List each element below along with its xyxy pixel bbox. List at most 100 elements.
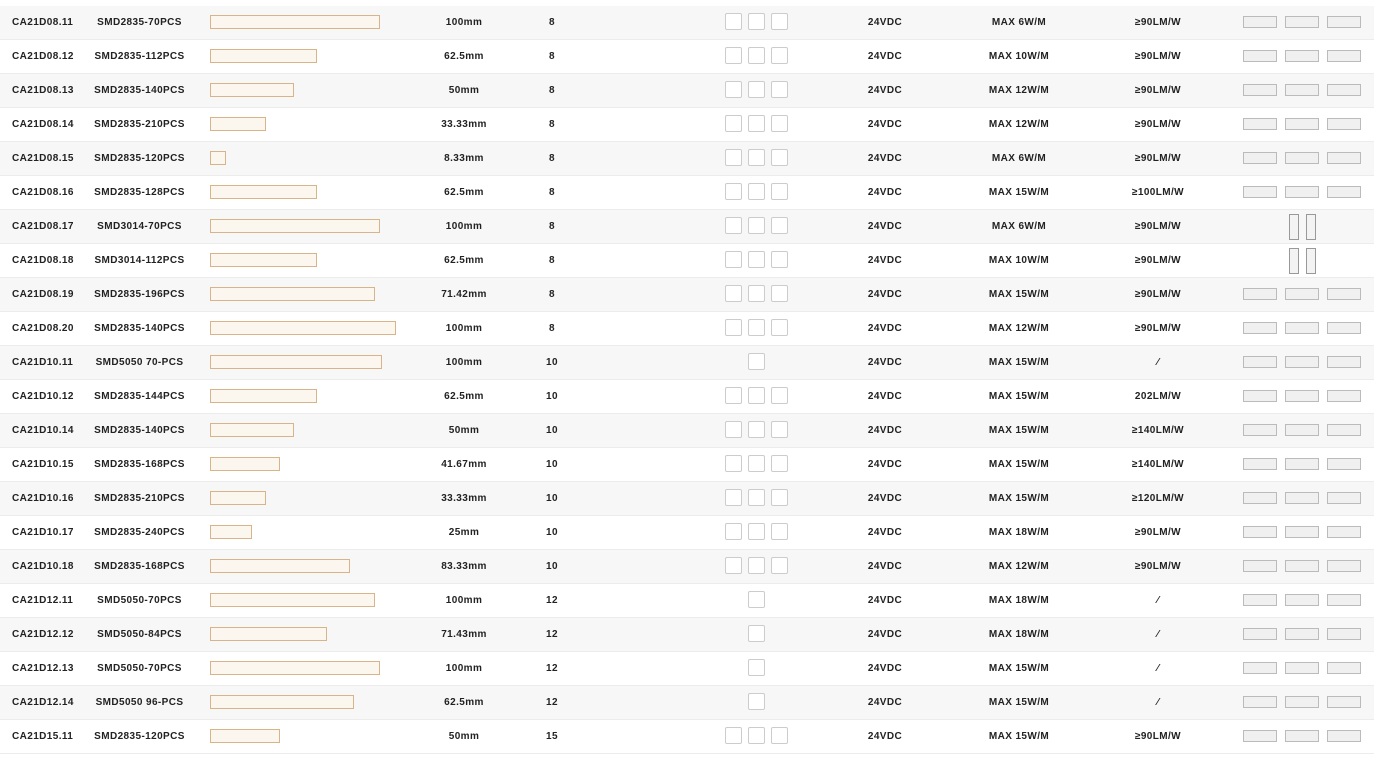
cell: ≥90LM/W	[1134, 289, 1182, 300]
cell: ≥120LM/W	[1131, 493, 1185, 504]
table-row: CA21D08.12 SMD2835-112PCS 62.5mm 8 24VDC MAX …	[0, 40, 1374, 74]
cell: SMD5050-84PCS	[97, 629, 182, 640]
cell: 100mm	[445, 663, 483, 674]
cell: MAX 18W/M	[988, 595, 1050, 606]
cell: 25mm	[448, 527, 480, 538]
cell: 71.42mm	[441, 289, 487, 300]
cell: SMD2835-140PCS	[94, 85, 185, 96]
cell: 24VDC	[867, 595, 903, 606]
profile-icon	[1285, 288, 1319, 300]
cell: ≥90LM/W	[1134, 85, 1182, 96]
table-row: CA21D10.11 SMD5050 70-PCS 100mm 10 24VDC MAX …	[0, 346, 1374, 380]
cell: ⁄	[1156, 663, 1160, 674]
table-row: CA21D08.11 SMD2835-70PCS 100mm 8 24VDC MAX 6W…	[0, 6, 1374, 40]
profile-icon	[1289, 214, 1299, 240]
table-row: CA21D08.16 SMD2835-128PCS 62.5mm 8 24VDC MAX …	[0, 176, 1374, 210]
cell: CA21D08.12	[12, 51, 74, 62]
table-row: CA21D08.13 SMD2835-140PCS 50mm 8 24VDC MAX 12…	[0, 74, 1374, 108]
cell: 100mm	[445, 595, 483, 606]
color-temp-icon	[725, 251, 742, 268]
cell: CA21D10.18	[12, 561, 74, 572]
led-strip-image	[210, 661, 380, 675]
led-strip-image	[210, 593, 375, 607]
cell: SMD2835-140PCS	[94, 425, 185, 436]
cell: 8	[549, 323, 555, 334]
table-row: CA21D08.15 SMD2835-120PCS 8.33mm 8 24VDC MAX …	[0, 142, 1374, 176]
table-row: CA21D12.14 SMD5050 96-PCS 62.5mm 12 24VDC MAX…	[0, 686, 1374, 720]
cell: 62.5mm	[444, 255, 484, 266]
cell: 83.33mm	[441, 561, 487, 572]
cell: 12	[546, 595, 558, 606]
cell: MAX 15W/M	[988, 357, 1050, 368]
cell: 50mm	[448, 731, 480, 742]
color-temp-icon	[725, 523, 742, 540]
cell: ≥140LM/W	[1131, 459, 1185, 470]
cell: SMD3014-112PCS	[94, 255, 185, 266]
cell: MAX 6W/M	[991, 221, 1047, 232]
cell: SMD2835-240PCS	[94, 527, 185, 538]
color-temp-icon	[748, 387, 765, 404]
cell: CA21D12.12	[12, 629, 74, 640]
profile-icon	[1327, 424, 1361, 436]
cell: MAX 12W/M	[988, 323, 1050, 334]
profile-icon	[1306, 214, 1316, 240]
table-row: CA21D08.17 SMD3014-70PCS 100mm 8 24VDC MAX 6W…	[0, 210, 1374, 244]
color-temp-icon	[771, 47, 788, 64]
color-temp-icon	[748, 421, 765, 438]
color-temp-icon	[725, 115, 742, 132]
color-temp-icon	[748, 183, 765, 200]
profile-icon	[1285, 356, 1319, 368]
cell: SMD2835-210PCS	[94, 119, 185, 130]
cell: 12	[546, 663, 558, 674]
profile-icon	[1285, 696, 1319, 708]
cell: CA21D10.11	[12, 357, 74, 368]
cell: 24VDC	[867, 221, 903, 232]
profile-icon	[1243, 356, 1277, 368]
color-temp-icon	[771, 455, 788, 472]
cell: 24VDC	[867, 357, 903, 368]
cell: SMD2835-140PCS	[94, 323, 185, 334]
table-row: CA21D10.18 SMD2835-168PCS 83.33mm 10 24VDC MA…	[0, 550, 1374, 584]
rgb-color-icon	[748, 693, 765, 710]
cell: MAX 15W/M	[988, 289, 1050, 300]
cell: 24VDC	[867, 459, 903, 470]
led-strip-image	[210, 321, 396, 335]
cell: CA21D10.14	[12, 425, 74, 436]
cell: 24VDC	[867, 697, 903, 708]
profile-icon	[1285, 322, 1319, 334]
cell: 8	[549, 221, 555, 232]
cell: SMD2835-168PCS	[94, 459, 185, 470]
led-strip-image	[210, 457, 280, 471]
profile-icon	[1327, 50, 1361, 62]
color-temp-icon	[748, 115, 765, 132]
color-temp-icon	[771, 217, 788, 234]
cell: 10	[546, 425, 558, 436]
cell: SMD3014-70PCS	[97, 221, 182, 232]
cell: CA21D12.11	[12, 595, 74, 606]
profile-icon	[1285, 390, 1319, 402]
profile-icon	[1327, 730, 1361, 742]
table-row: CA21D15.11 SMD2835-120PCS 50mm 15 24VDC MAX 1…	[0, 720, 1374, 754]
profile-icon	[1327, 390, 1361, 402]
profile-icon	[1285, 50, 1319, 62]
color-temp-icon	[725, 319, 742, 336]
profile-icon	[1327, 560, 1361, 572]
color-temp-icon	[725, 285, 742, 302]
profile-icon	[1285, 424, 1319, 436]
profile-icon	[1327, 16, 1361, 28]
color-temp-icon	[771, 489, 788, 506]
cell: MAX 10W/M	[988, 51, 1050, 62]
led-strip-image	[210, 525, 252, 539]
led-strip-image	[210, 491, 266, 505]
table-row: CA21D12.13 SMD5050-70PCS 100mm 12 24VDC MAX 1…	[0, 652, 1374, 686]
color-temp-icon	[771, 557, 788, 574]
cell: SMD5050-70PCS	[97, 595, 182, 606]
cell: 24VDC	[867, 255, 903, 266]
cell: ⁄	[1156, 629, 1160, 640]
rgb-color-icon	[748, 659, 765, 676]
color-temp-icon	[748, 13, 765, 30]
led-strip-image	[210, 151, 226, 165]
cell: 10	[546, 391, 558, 402]
rgb-color-icon	[748, 353, 765, 370]
profile-icon	[1243, 390, 1277, 402]
